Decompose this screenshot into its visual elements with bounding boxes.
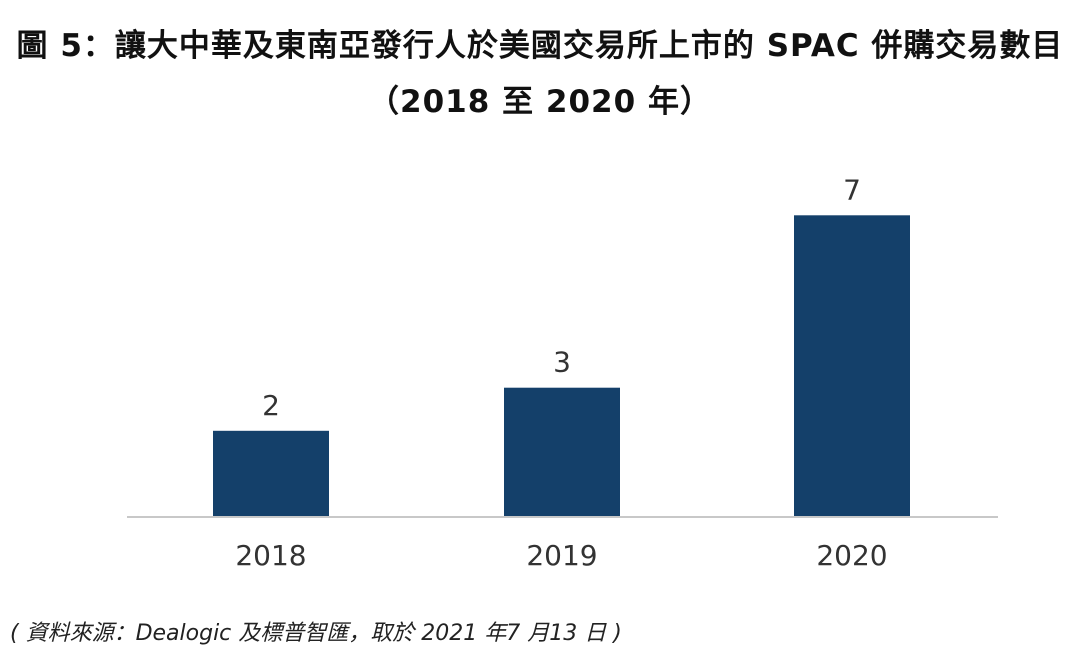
chart-subtitle: （2018 至 2020 年） xyxy=(368,84,712,120)
bar xyxy=(794,215,910,518)
chart-title: 圖 5：讓大中華及東南亞發行人於美國交易所上市的 SPAC 併購交易數目 xyxy=(16,28,1064,64)
data-label: 2 xyxy=(262,389,280,422)
x-tick-label: 2020 xyxy=(816,539,887,572)
source-note: ( 資料來源：Dealogic 及標普智匯，取於 2021 年7 月13 日 ) xyxy=(10,621,622,646)
x-tick-label: 2018 xyxy=(235,539,306,572)
bar xyxy=(213,430,329,517)
x-tick-label: 2019 xyxy=(526,539,597,572)
bar xyxy=(504,387,620,517)
data-label: 3 xyxy=(553,346,571,379)
data-label: 7 xyxy=(843,173,861,206)
